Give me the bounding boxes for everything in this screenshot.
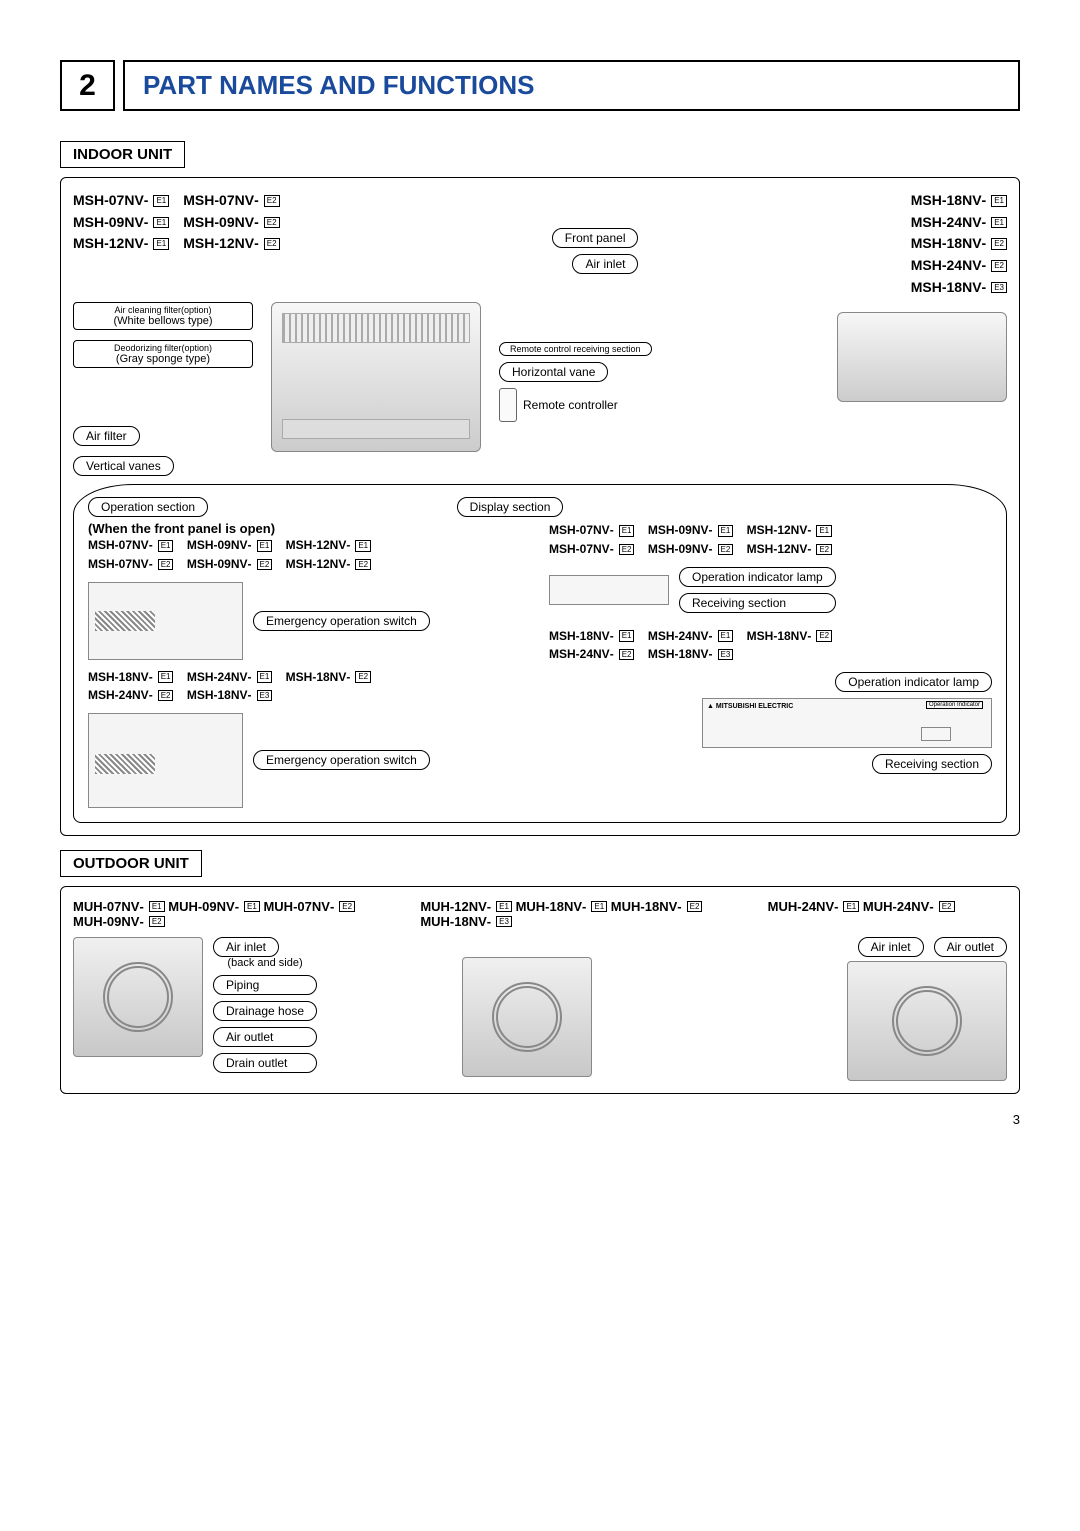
section-number: 2 [60,60,115,111]
receiving-section-callout-a: Receiving section [679,593,836,613]
indoor-center-callouts: Front panel Air inlet [552,228,639,274]
remote-receiving-section-callout: Remote control receiving section [499,342,652,356]
display-panel-b: ▲ MITSUBISHI ELECTRIC Operation Indicato… [702,698,992,748]
outdoor3-air-inlet-callout: Air inlet [858,937,924,957]
when-open-note: (When the front panel is open) [88,521,531,536]
air-filter-callout: Air filter [73,426,140,446]
front-panel-callout: Front panel [552,228,639,248]
display-section-callout: Display section [457,497,564,517]
operation-panel-a [88,582,243,660]
horizontal-vane-callout: Horizontal vane [499,362,608,382]
indoor-right-models: MSH-18NV -E1 MSH-24NV -E1 MSH-18NV -E2 M… [911,190,1007,298]
indoor-unit-box: MSH-07NV -E1MSH-07NV -E2 MSH-09NV -E1MSH… [60,177,1020,836]
outdoor-col2-models: MUH-12NV -E1 MUH-18NV -E1 MUH-18NV -E2 M… [420,899,767,929]
outdoor-air-inlet-sub: (back and side) [213,957,317,969]
indoor-unit-heading: INDOOR UNIT [60,141,185,168]
disp-models-a: MSH-07NV -E1 MSH-09NV -E1 MSH-12NV -E1 M… [549,521,992,558]
emergency-switch-callout-a: Emergency operation switch [253,611,430,631]
receiving-section-callout-b: Receiving section [872,754,992,774]
outdoor-col3-models: MUH-24NV -E1 MUH-24NV -E2 [768,899,1007,929]
operation-display-box: Operation section Display section (When … [73,484,1007,822]
indoor-left-callouts: Air cleaning filter(option) (White bello… [73,302,253,476]
deodorizing-filter-label: Deodorizing filter(option) [80,343,246,353]
outdoor-air-inlet-callout: Air inlet [213,937,279,957]
outdoor-unit-illustration-3 [847,961,1007,1081]
emergency-switch-callout-b: Emergency operation switch [253,750,430,770]
indoor-left-models: MSH-07NV -E1MSH-07NV -E2 MSH-09NV -E1MSH… [73,190,280,255]
piping-callout: Piping [213,975,317,995]
air-inlet-callout: Air inlet [572,254,638,274]
outdoor-unit-illustration-2 [462,957,592,1077]
op-models-a: MSH-07NV -E1 MSH-09NV -E1 MSH-12NV -E1 M… [88,536,531,573]
outdoor-unit-illustration-1 [73,937,203,1057]
outdoor-unit-heading: OUTDOOR UNIT [60,850,202,877]
operation-panel-b [88,713,243,808]
remote-controller-label: Remote controller [523,398,618,412]
indoor-mid-callouts: Remote control receiving section Horizon… [499,342,652,422]
op-indicator-callout-a: Operation indicator lamp [679,567,836,587]
page-number: 3 [60,1112,1020,1127]
op-indicator-callout-b: Operation indicator lamp [835,672,992,692]
page-header: 2 PART NAMES AND FUNCTIONS [60,60,1020,111]
outdoor3-air-outlet-callout: Air outlet [934,937,1007,957]
drain-outlet-callout: Drain outlet [213,1053,317,1073]
op-models-b: MSH-18NV -E1 MSH-24NV -E1 MSH-18NV -E2 M… [88,668,531,705]
display-panel-a [549,575,669,605]
operation-section-callout: Operation section [88,497,208,517]
outdoor-unit-box: MUH-07NV -E1 MUH-09NV -E1 MUH-07NV -E2 M… [60,886,1020,1094]
disp-models-b: MSH-18NV -E1 MSH-24NV -E1 MSH-18NV -E2 M… [549,627,992,664]
vertical-vanes-callout: Vertical vanes [73,456,174,476]
outdoor-air-outlet-callout: Air outlet [213,1027,317,1047]
outdoor-callouts: Air inlet (back and side) Piping Drainag… [213,937,317,1073]
air-cleaning-filter-sub: (White bellows type) [80,315,246,327]
deodorizing-filter-sub: (Gray sponge type) [80,353,246,365]
section-title: PART NAMES AND FUNCTIONS [123,60,1020,111]
indoor-unit-illustration-right [837,312,1007,402]
air-cleaning-filter-label: Air cleaning filter(option) [80,305,246,315]
drainage-hose-callout: Drainage hose [213,1001,317,1021]
indoor-unit-illustration-left [271,302,481,452]
outdoor-col1-models: MUH-07NV -E1 MUH-09NV -E1 MUH-07NV -E2 M… [73,899,420,929]
remote-controller-icon [499,388,517,422]
